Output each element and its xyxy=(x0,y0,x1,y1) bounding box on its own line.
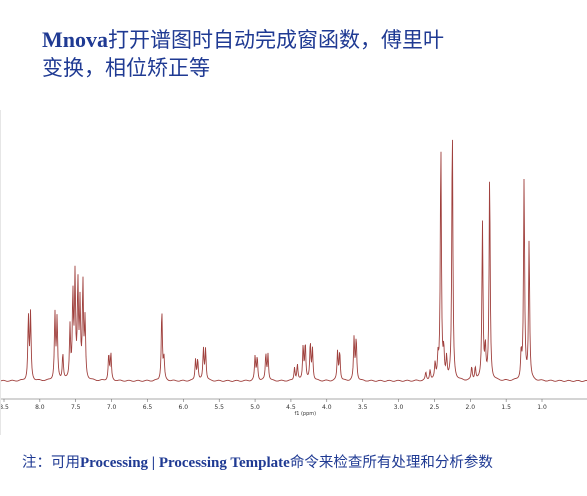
x-tick-label: 3.0 xyxy=(394,404,404,411)
title-brand: Mnova xyxy=(42,27,108,52)
x-tick-label: 3.5 xyxy=(358,404,368,411)
spectrum-trace-group xyxy=(1,139,587,382)
note-suffix: 命令来检查所有处理和分析参数 xyxy=(289,455,493,471)
note-prefix: 注：可用 xyxy=(22,455,80,471)
x-tick-label: 2.5 xyxy=(430,404,440,411)
slide-title: Mnova打开谱图时自动完成窗函数，傅里叶 变换，相位矫正等 xyxy=(42,26,562,82)
x-tick-label: 5.5 xyxy=(214,404,224,411)
x-tick-label: 2.0 xyxy=(465,404,475,411)
spectrum-trace xyxy=(1,139,587,382)
x-tick-label: 7.5 xyxy=(71,404,81,411)
title-line1: 打开谱图时自动完成窗函数，傅里叶 xyxy=(108,28,444,52)
footnote: 注：可用Processing | Processing Template命令来检… xyxy=(22,454,572,472)
x-axis-title: f1 (ppm) xyxy=(294,411,316,417)
nmr-spectrum-panel: 8.5 8.0 7.5 7.0 6.5 6.0 5.5 5.0 4.5 4.0 3.5 3.0 2.5 2… xyxy=(0,110,587,435)
x-tick-label: 1.0 xyxy=(537,404,547,411)
x-axis: 8.5 8.0 7.5 7.0 6.5 6.0 5.5 5.0 4.5 4.0 3.5 3.0 2.5 2… xyxy=(1,398,587,411)
x-tick-label: 4.5 xyxy=(286,404,296,411)
x-tick-label: 1.5 xyxy=(501,404,511,411)
nmr-spectrum-chart: 8.5 8.0 7.5 7.0 6.5 6.0 5.5 5.0 4.5 4.0 3.5 3.0 2.5 2… xyxy=(1,139,587,417)
note-command: Processing | Processing Template xyxy=(80,455,290,471)
x-tick-label: 4.0 xyxy=(322,404,332,411)
x-tick-label: 6.5 xyxy=(143,404,153,411)
x-tick-label: 8.5 xyxy=(1,404,9,411)
title-line2: 变换，相位矫正等 xyxy=(42,56,210,80)
x-tick-label: 5.0 xyxy=(250,404,260,411)
x-tick-label: 6.0 xyxy=(179,404,189,411)
x-tick-label: 7.0 xyxy=(107,404,117,411)
x-tick-label: 8.0 xyxy=(35,404,45,411)
